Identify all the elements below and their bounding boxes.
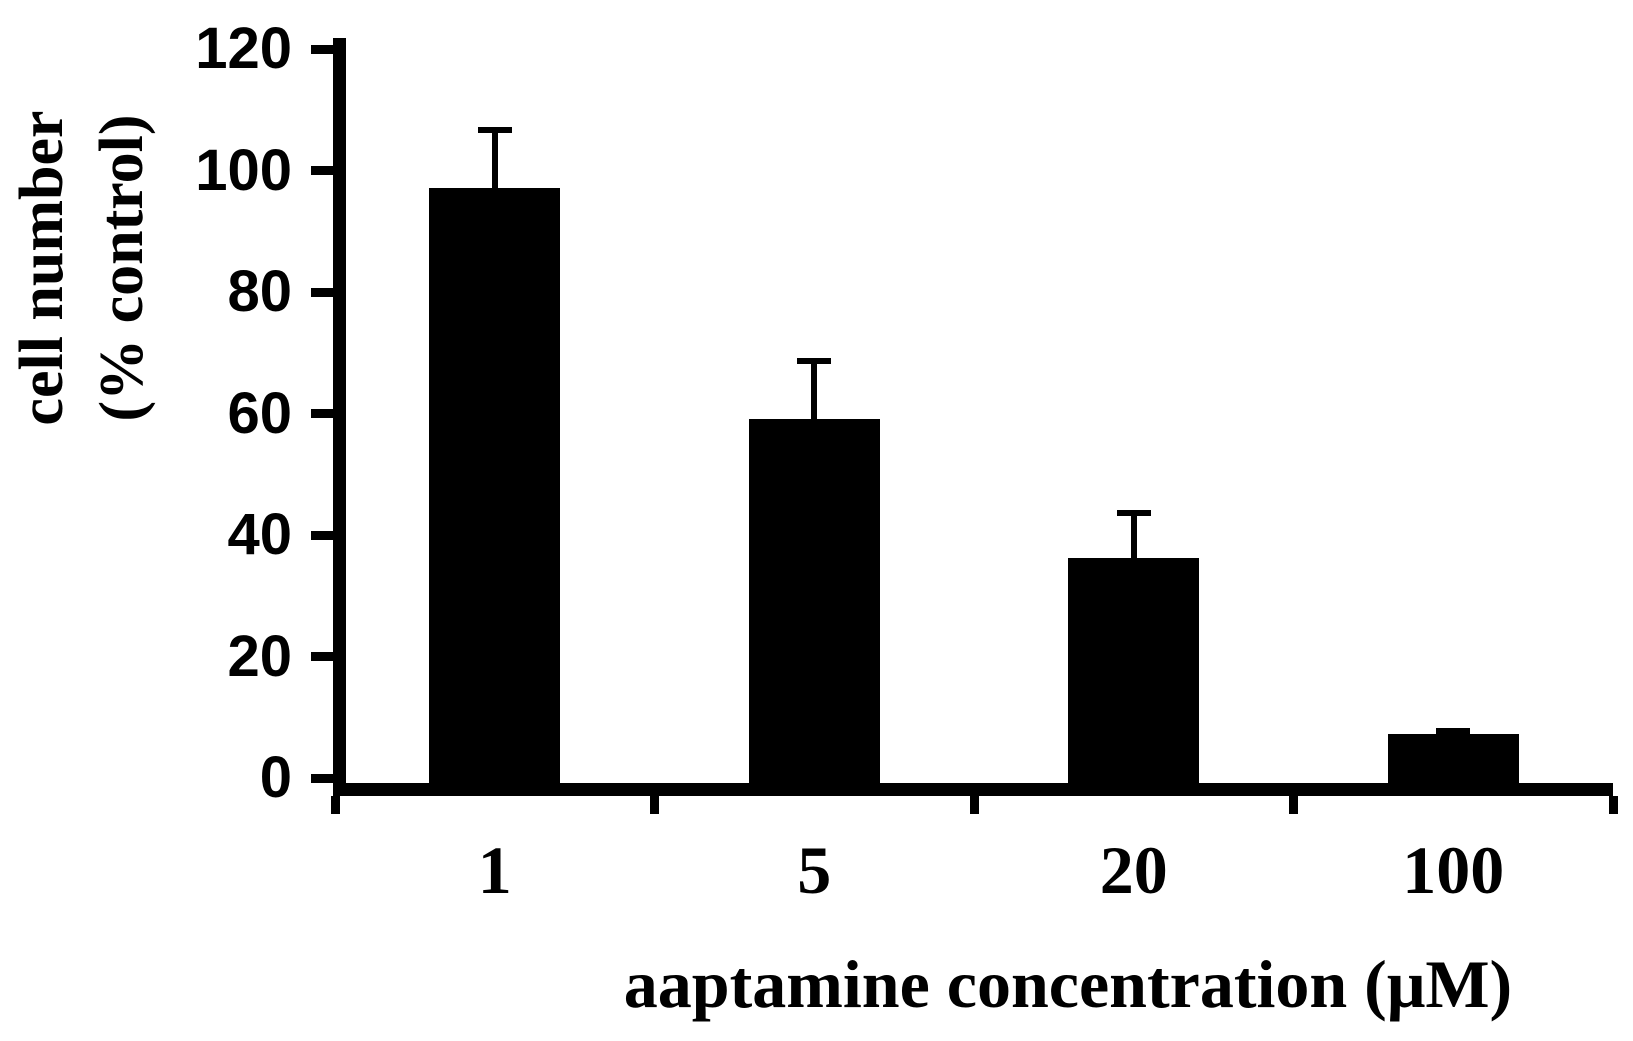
error-bar-stem	[811, 357, 818, 419]
error-bar-stem	[491, 126, 498, 188]
x-axis-tick	[1608, 796, 1618, 814]
bar	[429, 187, 561, 796]
y-axis-tick-label: 60	[227, 380, 292, 446]
x-axis-title: aaptamine concentration (μM)	[623, 946, 1513, 1022]
y-axis-tick-label: 20	[227, 623, 292, 689]
y-axis-tick	[311, 287, 333, 297]
x-axis-tick-label: 100	[1402, 832, 1505, 908]
y-axis-tick-label: 100	[195, 137, 292, 203]
x-axis-tick	[650, 796, 659, 814]
error-bar-stem	[1130, 509, 1137, 559]
x-axis-tick-label: 20	[1099, 832, 1168, 908]
error-bar-cap	[1116, 509, 1151, 516]
bar	[748, 418, 880, 796]
x-axis-tick-label: 1	[477, 832, 512, 908]
y-axis-tick-label: 40	[227, 502, 292, 567]
bar	[1387, 734, 1519, 796]
x-axis-tick-label: 5	[797, 832, 832, 908]
y-axis-tick	[311, 530, 333, 540]
y-axis-title-line1: cell number	[8, 110, 76, 426]
x-axis-tick	[1289, 796, 1298, 814]
x-axis-line	[333, 783, 1613, 796]
y-axis-tick-label: 120	[195, 16, 292, 81]
x-axis-tick	[969, 796, 979, 814]
error-bar-cap	[1436, 728, 1471, 735]
y-axis-tick-label: 80	[227, 259, 292, 324]
y-axis-tick	[311, 773, 333, 783]
y-axis-tick-label: 0	[259, 745, 292, 810]
y-axis-tick	[311, 409, 333, 418]
error-bar-cap	[797, 357, 832, 364]
y-axis-tick	[311, 44, 333, 54]
y-axis-tick	[311, 652, 333, 661]
error-bar-cap	[477, 126, 512, 133]
y-axis-line	[333, 38, 346, 796]
bar	[1068, 558, 1200, 796]
x-axis-tick	[330, 796, 340, 814]
y-axis-tick	[311, 166, 333, 175]
